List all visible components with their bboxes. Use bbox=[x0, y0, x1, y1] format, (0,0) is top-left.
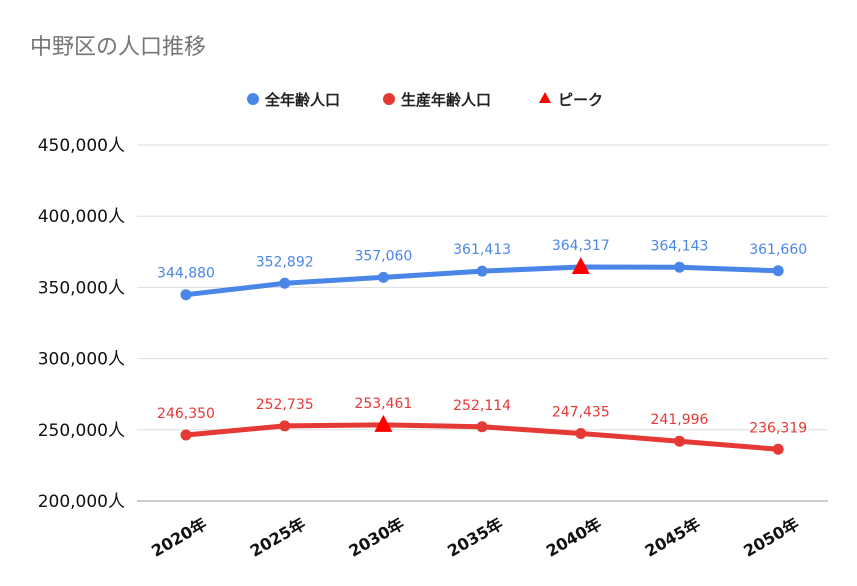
x-tick-label: 2035年 bbox=[444, 514, 506, 561]
data-point bbox=[772, 443, 784, 455]
data-label: 352,892 bbox=[256, 254, 314, 270]
data-point bbox=[180, 289, 192, 301]
legend-label-total: 全年齢人口 bbox=[264, 91, 340, 109]
data-label: 236,319 bbox=[749, 420, 807, 436]
x-tick-label: 2030年 bbox=[345, 514, 407, 561]
series-group: 344,880 352,892 357,060 361,413 364,317 364,1… bbox=[157, 238, 807, 455]
data-point bbox=[772, 265, 784, 277]
y-tick-label: 250,000人 bbox=[38, 421, 125, 441]
data-point bbox=[377, 271, 389, 283]
legend: 全年齢人口 生産年齢人口 ピーク bbox=[247, 91, 603, 109]
legend-marker-total bbox=[247, 93, 259, 105]
y-tick-label: 300,000人 bbox=[38, 350, 125, 370]
y-tick-label: 400,000人 bbox=[38, 207, 125, 227]
data-label: 252,735 bbox=[256, 397, 314, 413]
peak-marker bbox=[374, 414, 393, 432]
grid bbox=[137, 144, 828, 502]
data-label: 241,996 bbox=[651, 412, 709, 428]
data-point bbox=[476, 265, 488, 277]
data-label: 357,060 bbox=[354, 248, 412, 264]
legend-label-working: 生産年齢人口 bbox=[401, 91, 491, 109]
x-tick-label: 2025年 bbox=[247, 514, 309, 561]
data-label: 364,317 bbox=[552, 238, 610, 254]
data-label: 252,114 bbox=[453, 398, 511, 414]
y-tick-label: 450,000人 bbox=[38, 136, 125, 156]
data-point bbox=[674, 435, 685, 447]
data-label: 364,143 bbox=[651, 238, 709, 254]
data-point bbox=[674, 261, 685, 273]
legend-label-peak: ピーク bbox=[558, 91, 603, 109]
x-tick-label: 2050年 bbox=[740, 514, 802, 561]
data-point bbox=[279, 277, 291, 289]
y-tick-label: 350,000人 bbox=[38, 278, 125, 298]
legend-marker-working bbox=[383, 93, 395, 105]
x-axis: 2020年 2025年 2030年 2035年 2040年 2045年 2050年 bbox=[148, 514, 802, 561]
data-label: 361,660 bbox=[749, 242, 807, 258]
x-tick-label: 2020年 bbox=[148, 514, 210, 561]
legend-marker-peak bbox=[539, 92, 551, 103]
data-label: 344,880 bbox=[157, 266, 215, 282]
y-axis: 200,000人 250,000人 300,000人 350,000人 400,000人… bbox=[38, 136, 125, 512]
data-label: 247,435 bbox=[552, 404, 610, 420]
data-label: 361,413 bbox=[453, 242, 511, 258]
peak-marker bbox=[571, 257, 590, 275]
data-point bbox=[279, 420, 291, 432]
data-point bbox=[575, 427, 587, 439]
data-point bbox=[476, 421, 488, 433]
x-tick-label: 2045年 bbox=[642, 514, 704, 561]
chart-title: 中野区の人口推移 bbox=[30, 35, 206, 60]
y-tick-label: 200,000人 bbox=[38, 492, 125, 512]
data-label: 253,461 bbox=[354, 396, 412, 412]
x-tick-label: 2040年 bbox=[543, 514, 605, 561]
data-point bbox=[180, 429, 192, 441]
data-label: 246,350 bbox=[157, 406, 215, 422]
